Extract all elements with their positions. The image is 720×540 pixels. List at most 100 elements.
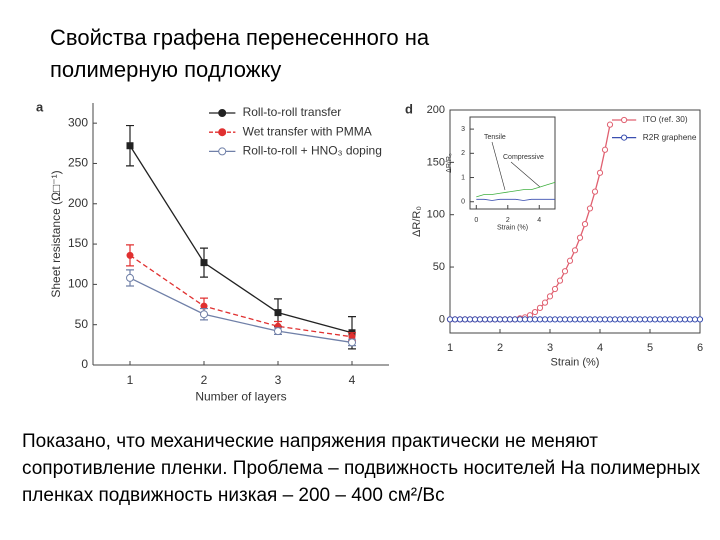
marker — [586, 316, 594, 323]
marker — [681, 316, 689, 323]
x-axis-label: Strain (%) — [551, 357, 600, 369]
series-line — [129, 277, 353, 344]
marker — [521, 316, 529, 323]
marker — [696, 316, 704, 323]
slide-title: Свойства графена перенесенного на полиме… — [50, 25, 430, 82]
marker — [451, 316, 459, 323]
legend-label: R2R graphene — [643, 133, 697, 142]
x-axis-label: Number of layers — [195, 390, 286, 404]
y-tick-label: 0 — [81, 357, 88, 371]
marker — [471, 316, 479, 323]
legend-label: Wet transfer with PMMA — [243, 124, 372, 138]
marker — [200, 302, 208, 310]
x-tick-label: 4 — [349, 373, 356, 387]
marker — [536, 316, 544, 323]
marker — [536, 304, 544, 311]
series-line — [476, 181, 556, 198]
marker — [601, 146, 609, 153]
marker — [546, 293, 554, 300]
marker — [606, 121, 614, 128]
marker — [576, 234, 584, 241]
marker — [686, 316, 694, 323]
marker — [551, 285, 559, 293]
marker — [531, 316, 539, 323]
y-tick-label: 50 — [75, 317, 89, 331]
marker — [596, 316, 604, 323]
marker — [571, 316, 579, 323]
marker — [591, 316, 599, 323]
y-tick-label: 250 — [68, 156, 88, 170]
x-tick-label: 3 — [547, 342, 553, 354]
y-tick-label: 150 — [427, 156, 445, 168]
x-tick-label: 0 — [474, 217, 478, 224]
legend-marker — [218, 109, 227, 117]
y-tick-label: 2 — [461, 150, 465, 157]
marker — [496, 316, 504, 323]
marker — [586, 205, 594, 212]
legend-marker — [621, 134, 628, 141]
marker — [501, 316, 509, 323]
marker — [516, 316, 524, 323]
marker — [466, 316, 474, 323]
marker — [606, 316, 614, 323]
marker — [546, 316, 554, 323]
marker — [611, 316, 619, 323]
y-tick-label: 3 — [461, 126, 465, 133]
marker — [541, 299, 549, 306]
marker — [591, 188, 599, 195]
marker — [571, 247, 579, 254]
marker — [481, 316, 489, 323]
marker — [581, 221, 589, 228]
marker — [576, 316, 584, 323]
series-line — [129, 145, 353, 334]
marker — [126, 251, 134, 259]
marker — [274, 309, 282, 317]
marker — [461, 316, 469, 323]
y-tick-label: 1 — [461, 174, 465, 181]
y-axis-label: ΔR/R₀ — [446, 153, 453, 173]
panel-label: d — [405, 101, 413, 116]
marker — [676, 316, 684, 323]
y-tick-label: 200 — [427, 104, 445, 116]
y-tick-label: 300 — [68, 115, 88, 129]
y-tick-label: 200 — [68, 196, 88, 210]
annotation: Tensile — [484, 134, 506, 141]
marker — [526, 316, 534, 323]
y-tick-label: 0 — [461, 199, 465, 206]
x-tick-label: 1 — [447, 342, 453, 354]
marker — [551, 316, 559, 323]
y-tick-label: 100 — [68, 277, 88, 291]
x-tick-label: 4 — [597, 342, 603, 354]
annotation-arrow — [491, 141, 506, 191]
marker — [601, 316, 609, 323]
marker — [646, 316, 654, 323]
marker — [656, 316, 664, 323]
marker — [556, 277, 564, 284]
marker — [596, 169, 604, 176]
y-tick-label: 50 — [433, 261, 445, 273]
panel-label: a — [36, 99, 44, 114]
annotation-arrow — [510, 161, 541, 188]
series-line — [476, 198, 555, 201]
marker — [126, 142, 134, 150]
y-axis-label: Sheet resistance (Ω□⁻¹) — [49, 170, 63, 297]
slide-body: Показано, что механические напряжения пр… — [22, 431, 701, 506]
legend-label: ITO (ref. 30) — [643, 115, 688, 124]
marker — [566, 316, 574, 323]
marker — [641, 316, 649, 323]
marker — [581, 316, 589, 323]
y-tick-label: 150 — [68, 236, 88, 250]
marker — [661, 316, 669, 323]
marker — [274, 327, 282, 336]
legend-marker — [218, 128, 227, 137]
annotation: Compressive — [503, 154, 544, 161]
marker — [636, 316, 644, 323]
marker — [626, 316, 634, 323]
y-tick-label: 100 — [427, 209, 445, 221]
marker — [531, 308, 539, 316]
marker — [476, 316, 484, 323]
marker — [200, 310, 208, 319]
marker — [621, 316, 629, 323]
marker — [631, 316, 639, 323]
